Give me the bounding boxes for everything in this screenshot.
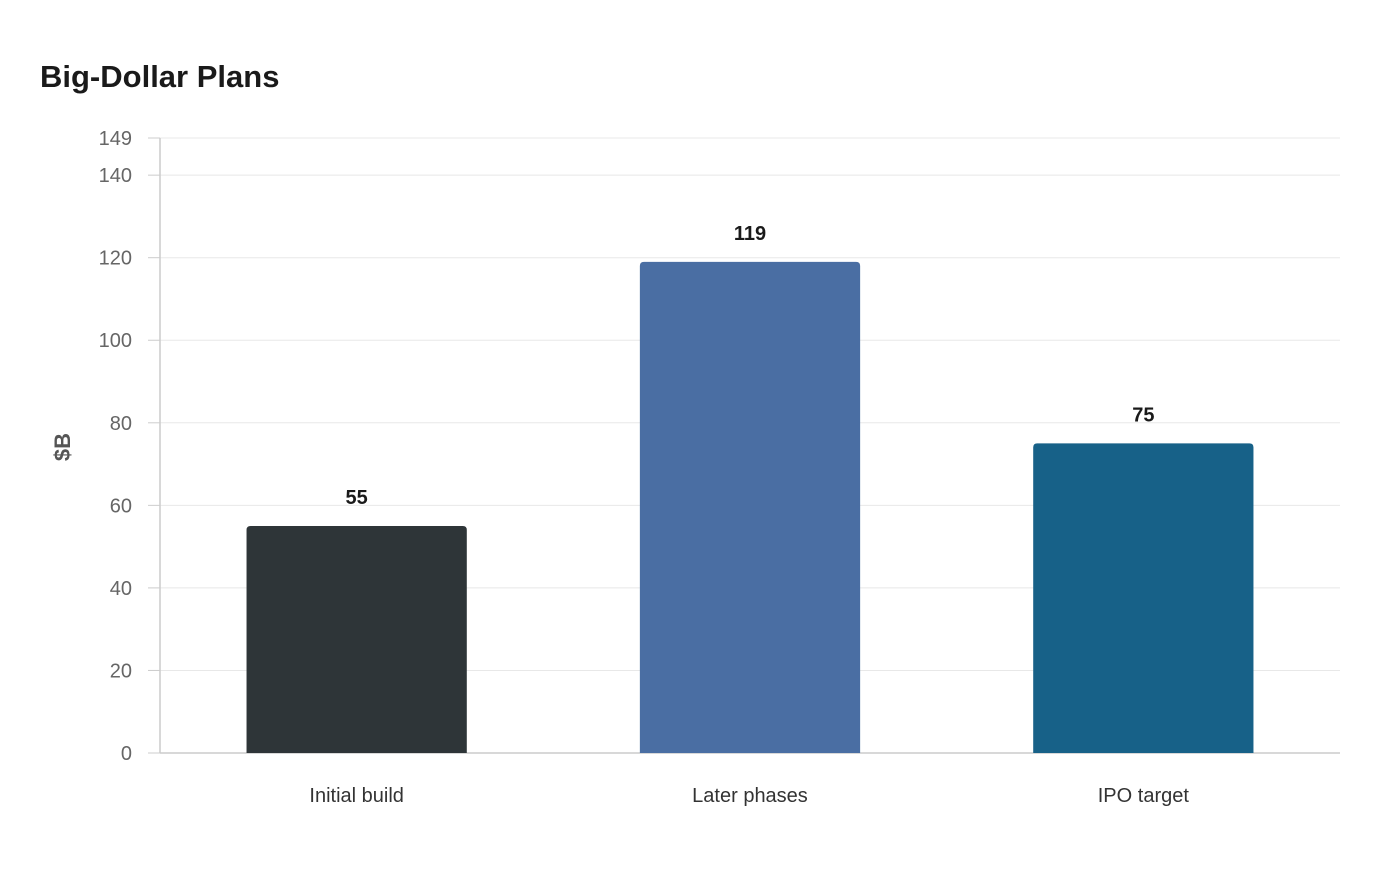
value-label: 75 xyxy=(1132,404,1154,426)
y-axis-ticks: 0 20 40 60 80 100 120 140 149 xyxy=(99,128,160,765)
y-axis-title: $B xyxy=(50,433,75,461)
x-category-label: Initial build xyxy=(309,785,404,807)
x-category-label: IPO target xyxy=(1098,785,1190,807)
x-category-label: Later phases xyxy=(692,785,808,807)
bar-later-phases xyxy=(639,261,861,753)
value-labels: 55 119 75 xyxy=(346,223,1155,509)
bar-group xyxy=(1033,443,1254,753)
y-tick-label: 60 xyxy=(110,495,132,517)
y-tick-label: 80 xyxy=(110,413,132,435)
y-tick-label: 40 xyxy=(110,578,132,600)
value-label: 55 xyxy=(346,487,368,509)
value-label: 119 xyxy=(734,223,766,245)
bar-initial-build xyxy=(246,525,467,753)
bar-ipo-target xyxy=(1033,443,1254,753)
y-tick-label: 100 xyxy=(99,330,132,352)
y-tick-label: 0 xyxy=(121,743,132,765)
chart-title: Big-Dollar Plans xyxy=(40,59,280,94)
bar-group xyxy=(639,261,861,753)
y-tick-label: 149 xyxy=(99,128,132,150)
x-axis-categories: Initial build Later phases IPO target xyxy=(309,785,1189,807)
bars xyxy=(246,261,1254,753)
bar-group xyxy=(246,525,467,753)
y-tick-label: 140 xyxy=(99,165,132,187)
y-tick-label: 120 xyxy=(99,248,132,270)
y-tick-label: 20 xyxy=(110,660,132,682)
